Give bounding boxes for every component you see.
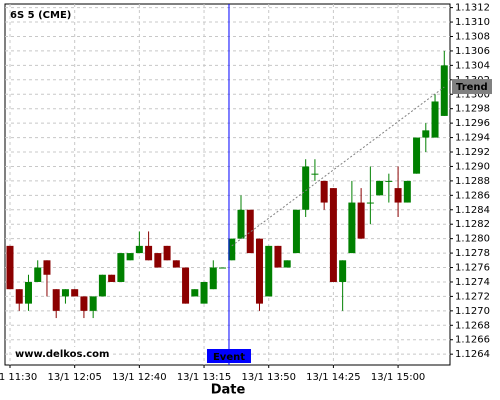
- y-tick-label: 1.1294: [455, 133, 490, 144]
- candle-body: [403, 180, 411, 203]
- candle-body: [200, 281, 208, 304]
- watermark-bg: [12, 347, 112, 360]
- candle-body: [329, 188, 337, 282]
- candle-body: [274, 245, 282, 268]
- y-tick-label: 1.1286: [455, 190, 490, 201]
- y-tick-label: 1.1272: [455, 291, 490, 302]
- y-tick-label: 1.1282: [455, 219, 490, 230]
- candle-body: [422, 130, 430, 138]
- candle-body: [80, 296, 88, 311]
- candle-body: [302, 166, 310, 210]
- candle-body: [394, 188, 402, 203]
- candle-body: [15, 289, 23, 304]
- y-tick-label: 1.1308: [455, 31, 490, 42]
- y-tick-label: 1.1266: [455, 335, 490, 346]
- y-tick-label: 1.1298: [455, 104, 490, 115]
- y-tick-label: 1.1292: [455, 147, 490, 158]
- y-tick-label: 1.1290: [455, 161, 490, 172]
- candle-body: [163, 245, 171, 261]
- candle-body: [265, 245, 273, 297]
- candle-body: [237, 209, 245, 239]
- candle-body: [145, 245, 153, 261]
- x-tick-label: 13/1 13:15: [177, 372, 231, 383]
- candle-body: [385, 180, 393, 182]
- y-tick-label: 1.1278: [455, 248, 490, 259]
- candle-body: [98, 274, 106, 297]
- candle-body: [182, 267, 190, 304]
- candle-body: [283, 260, 291, 268]
- candle-body: [6, 245, 14, 290]
- plot-frame: [4, 3, 451, 366]
- y-tick-label: 1.1300: [455, 89, 490, 100]
- candle-body: [366, 202, 374, 204]
- candle-body: [348, 202, 356, 254]
- y-tick-label: 1.1270: [455, 306, 490, 317]
- candle-body: [376, 180, 384, 196]
- candle-body: [228, 238, 236, 261]
- trend-line: [231, 86, 445, 247]
- x-tick-label: 13/1 11:30: [0, 372, 37, 383]
- y-tick-label: 1.1288: [455, 176, 490, 187]
- x-axis-label: Date: [211, 383, 246, 398]
- candle-body: [172, 260, 180, 268]
- candle-body: [71, 289, 79, 297]
- candle-body: [52, 289, 60, 311]
- candle-body: [108, 274, 116, 282]
- event-box: [206, 349, 251, 363]
- candle-body: [246, 209, 254, 254]
- candle-body: [440, 65, 448, 116]
- candle-body: [357, 202, 365, 239]
- candle-body: [117, 253, 125, 282]
- x-tick-label: 13/1 12:40: [112, 372, 166, 383]
- y-tick-label: 1.1310: [455, 17, 490, 28]
- candle-body: [431, 101, 439, 138]
- chart-title: 6S 5 (CME): [10, 10, 71, 21]
- candle-body: [34, 267, 42, 282]
- candle-body: [320, 180, 328, 203]
- candle-body: [191, 289, 199, 297]
- y-tick-label: 1.1276: [455, 263, 490, 274]
- candle-body: [135, 245, 143, 254]
- candle-body: [154, 253, 162, 268]
- x-tick-label: 13/1 12:05: [47, 372, 101, 383]
- y-tick-label: 1.1264: [455, 349, 490, 360]
- watermark: www.delkos.com: [15, 349, 109, 360]
- y-tick-label: 1.1274: [455, 277, 490, 288]
- trend-label: Trend: [456, 82, 488, 93]
- candle-body: [339, 260, 347, 282]
- candle-body: [311, 173, 319, 175]
- candle-body: [43, 260, 51, 275]
- y-tick-label: 1.1280: [455, 234, 490, 245]
- candle-body: [219, 267, 227, 269]
- y-tick-label: 1.1284: [455, 205, 490, 216]
- x-tick-label: 13/1 13:50: [241, 372, 295, 383]
- y-tick-label: 1.1296: [455, 118, 490, 129]
- y-tick-label: 1.1304: [455, 60, 490, 71]
- candle-body: [24, 281, 32, 304]
- candle-body: [89, 296, 97, 311]
- candle-body: [413, 137, 421, 174]
- candle-body: [209, 267, 217, 290]
- event-label: Event: [213, 352, 245, 363]
- y-tick-label: 1.1312: [455, 3, 490, 14]
- candle-body: [126, 253, 134, 261]
- x-tick-label: 13/1 15:00: [371, 372, 425, 383]
- y-tick-label: 1.1306: [455, 46, 490, 57]
- trend-box: [452, 79, 492, 95]
- candle-body: [292, 209, 300, 254]
- x-tick-label: 13/1 14:25: [306, 372, 360, 383]
- y-tick-label: 1.1268: [455, 320, 490, 331]
- candle-body: [61, 289, 69, 297]
- candle-body: [255, 238, 263, 304]
